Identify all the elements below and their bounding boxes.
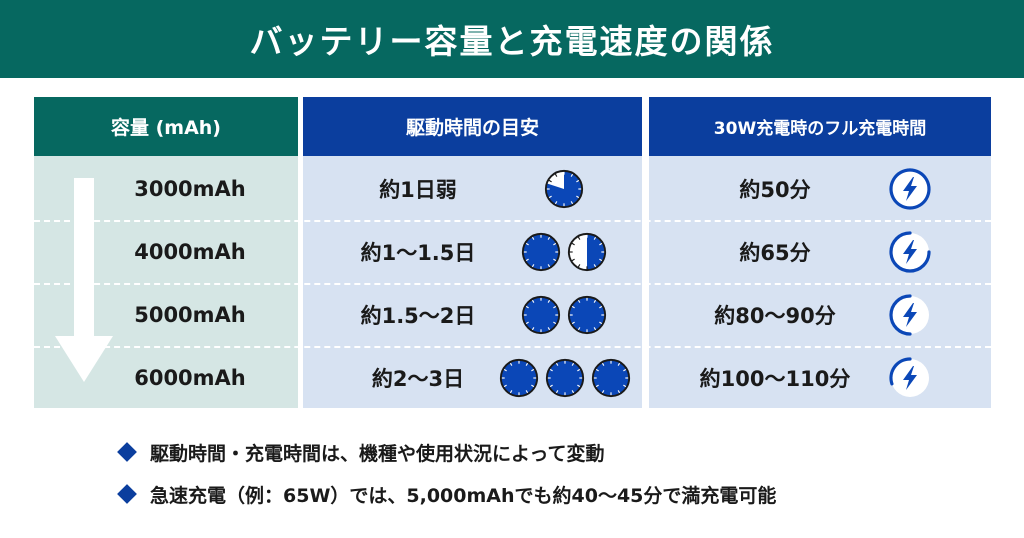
lightning-bolt-icon	[889, 231, 931, 273]
clock-pie-icon	[545, 358, 585, 398]
capacity-cell: 6000mAh	[134, 366, 246, 390]
note-item: 急速充電（例：65W）では、5,000mAhでも約40〜45分で満充電可能	[117, 479, 777, 509]
clock-pie-icon	[544, 169, 584, 209]
drive-time-cell: 約1日弱	[379, 178, 457, 202]
note-text: 駆動時間・充電時間は、機種や使用状況によって変動	[150, 442, 605, 465]
drive-time-body	[303, 156, 642, 408]
clock-pie-icon	[521, 295, 561, 335]
charge-time-body	[649, 156, 991, 408]
drive-time-cell: 約1〜1.5日	[360, 241, 476, 265]
capacity-cell: 4000mAh	[134, 240, 246, 264]
clock-pie-icon	[567, 295, 607, 335]
charge-time-cell: 約100〜110分	[699, 367, 851, 391]
note-item: 駆動時間・充電時間は、機種や使用状況によって変動	[117, 437, 605, 467]
capacity-cell: 5000mAh	[134, 303, 246, 327]
drive-time-header: 駆動時間の目安	[303, 97, 642, 156]
diamond-bullet-icon	[117, 484, 137, 504]
row-divider	[34, 220, 991, 222]
page-title: バッテリー容量と充電速度の関係	[249, 22, 775, 61]
clock-pie-icon	[521, 232, 561, 272]
charge-time-header: 30W充電時のフル充電時間	[649, 97, 991, 156]
diamond-bullet-icon	[117, 442, 137, 462]
charge-time-cell: 約65分	[739, 241, 811, 265]
lightning-bolt-icon	[889, 294, 929, 336]
note-text: 急速充電（例：65W）では、5,000mAhでも約40〜45分で満充電可能	[150, 484, 777, 507]
charge-time-cell: 約50分	[739, 178, 811, 202]
clock-pie-icon	[591, 358, 631, 398]
clock-pie-icon	[567, 232, 607, 272]
lightning-bolt-icon	[889, 168, 931, 210]
drive-time-cell: 約2〜3日	[371, 367, 465, 391]
charge-time-column: 30W充電時のフル充電時間	[649, 97, 991, 408]
row-divider	[34, 283, 991, 285]
clock-pie-icon	[499, 358, 539, 398]
title-bar: バッテリー容量と充電速度の関係	[0, 0, 1024, 78]
capacity-header: 容量 (mAh)	[34, 97, 298, 156]
capacity-cell: 3000mAh	[134, 177, 246, 201]
row-divider	[34, 346, 991, 348]
down-arrow-icon	[55, 178, 113, 382]
charge-time-cell: 約80〜90分	[714, 304, 836, 328]
drive-time-cell: 約1.5〜2日	[360, 304, 476, 328]
lightning-bolt-icon	[889, 357, 929, 397]
drive-time-column: 駆動時間の目安	[303, 97, 642, 408]
